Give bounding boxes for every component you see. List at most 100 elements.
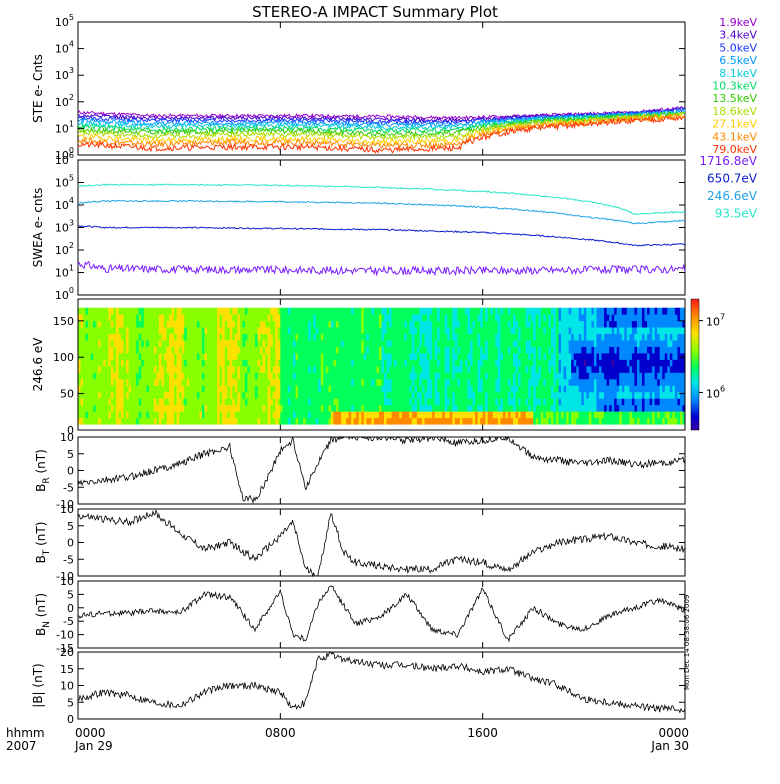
heatmap-cell — [657, 372, 661, 380]
heatmap-cell — [482, 378, 486, 386]
heatmap-cell — [505, 391, 509, 399]
heatmap-cell — [386, 327, 390, 335]
heatmap-cell — [629, 411, 633, 419]
heatmap-cell — [303, 417, 307, 425]
heatmap-cell — [249, 417, 253, 425]
heatmap-cell — [237, 372, 241, 380]
heatmap-cell — [358, 353, 362, 360]
heatmap-cell — [353, 365, 357, 373]
heatmap-cell — [196, 417, 200, 425]
heatmap-cell — [98, 417, 102, 425]
heatmap-cell — [224, 411, 228, 419]
heatmap-cell — [604, 385, 607, 393]
heatmap-cell — [108, 417, 112, 425]
heatmap-cell — [399, 327, 403, 335]
heatmap-cell — [616, 346, 620, 354]
heatmap-cell — [599, 359, 602, 367]
heatmap-cell — [290, 378, 294, 386]
heatmap-cell — [136, 391, 140, 399]
heatmap-cell — [475, 359, 479, 367]
heatmap-cell — [300, 307, 304, 315]
heatmap-cell — [363, 327, 367, 335]
heatmap-cell — [191, 404, 195, 412]
heatmap-cell — [85, 346, 89, 354]
heatmap-cell — [275, 385, 279, 393]
heatmap-cell — [163, 340, 167, 347]
heatmap-cell — [599, 398, 602, 406]
heatmap-cell — [553, 404, 557, 412]
heatmap-cell — [454, 398, 458, 406]
heatmap-cell — [619, 340, 623, 347]
heatmap-cell — [447, 333, 451, 341]
heatmap-cell — [138, 411, 142, 419]
heatmap-cell — [404, 385, 408, 393]
heatmap-cell — [588, 391, 592, 399]
heatmap-cell — [249, 314, 253, 322]
series-line — [77, 110, 686, 134]
heatmap-cell — [194, 333, 198, 341]
heatmap-cell — [201, 346, 205, 354]
heatmap-cell — [624, 385, 628, 393]
field-line — [77, 585, 686, 643]
heatmap-cell — [674, 378, 678, 386]
heatmap-cell — [573, 411, 577, 419]
heatmap-cell — [196, 307, 200, 315]
heatmap-cell — [95, 307, 99, 315]
heatmap-cell — [477, 378, 481, 386]
heatmap-cell — [391, 378, 395, 386]
heatmap-cell — [255, 372, 258, 380]
y-tick-label: 5 — [67, 520, 74, 533]
heatmap-cell — [323, 340, 327, 347]
heatmap-cell — [156, 320, 160, 328]
heatmap-cell — [386, 391, 390, 399]
heatmap-cell — [591, 346, 595, 354]
heatmap-cell — [163, 398, 167, 406]
heatmap-cell — [356, 333, 360, 341]
heatmap-cell — [156, 417, 160, 425]
heatmap-cell — [93, 353, 97, 360]
heatmap-cell — [467, 417, 471, 425]
heatmap-cell — [181, 391, 185, 399]
heatmap-cell — [482, 391, 486, 399]
heatmap-cell — [126, 411, 129, 419]
heatmap-cell — [429, 398, 433, 406]
heatmap-cell — [292, 359, 296, 367]
heatmap-cell — [310, 398, 314, 406]
heatmap-cell — [260, 391, 264, 399]
heatmap-cell — [194, 398, 198, 406]
heatmap-cell — [621, 359, 625, 367]
heatmap-cell — [252, 307, 256, 315]
heatmap-cell — [533, 320, 537, 328]
heatmap-cell — [389, 385, 393, 393]
heatmap-cell — [528, 333, 532, 341]
heatmap-cell — [169, 411, 172, 419]
heatmap-cell — [330, 353, 334, 360]
heatmap-cell — [176, 398, 180, 406]
heatmap-cell — [83, 327, 86, 335]
heatmap-cell — [662, 346, 666, 354]
heatmap-cell — [161, 378, 165, 386]
heatmap-cell — [439, 417, 443, 425]
heatmap-cell — [513, 411, 516, 419]
heatmap-cell — [558, 314, 562, 322]
heatmap-cell — [644, 307, 648, 315]
heatmap-cell — [257, 314, 261, 322]
heatmap-cell — [477, 353, 481, 360]
heatmap-cell — [459, 398, 463, 406]
heatmap-cell — [262, 411, 266, 419]
heatmap-cell — [416, 346, 420, 354]
heatmap-cell — [98, 307, 102, 315]
heatmap-cell — [353, 314, 357, 322]
heatmap-cell — [133, 365, 137, 373]
heatmap-cell — [285, 333, 289, 341]
heatmap-cell — [606, 314, 610, 322]
heatmap-cell — [275, 378, 279, 386]
heatmap-cell — [368, 327, 372, 335]
heatmap-cell — [376, 411, 380, 419]
heatmap-cell — [419, 340, 423, 347]
heatmap-cell — [507, 314, 511, 322]
heatmap-cell — [634, 359, 638, 367]
heatmap-cell — [533, 307, 537, 315]
heatmap-cell — [280, 365, 284, 373]
